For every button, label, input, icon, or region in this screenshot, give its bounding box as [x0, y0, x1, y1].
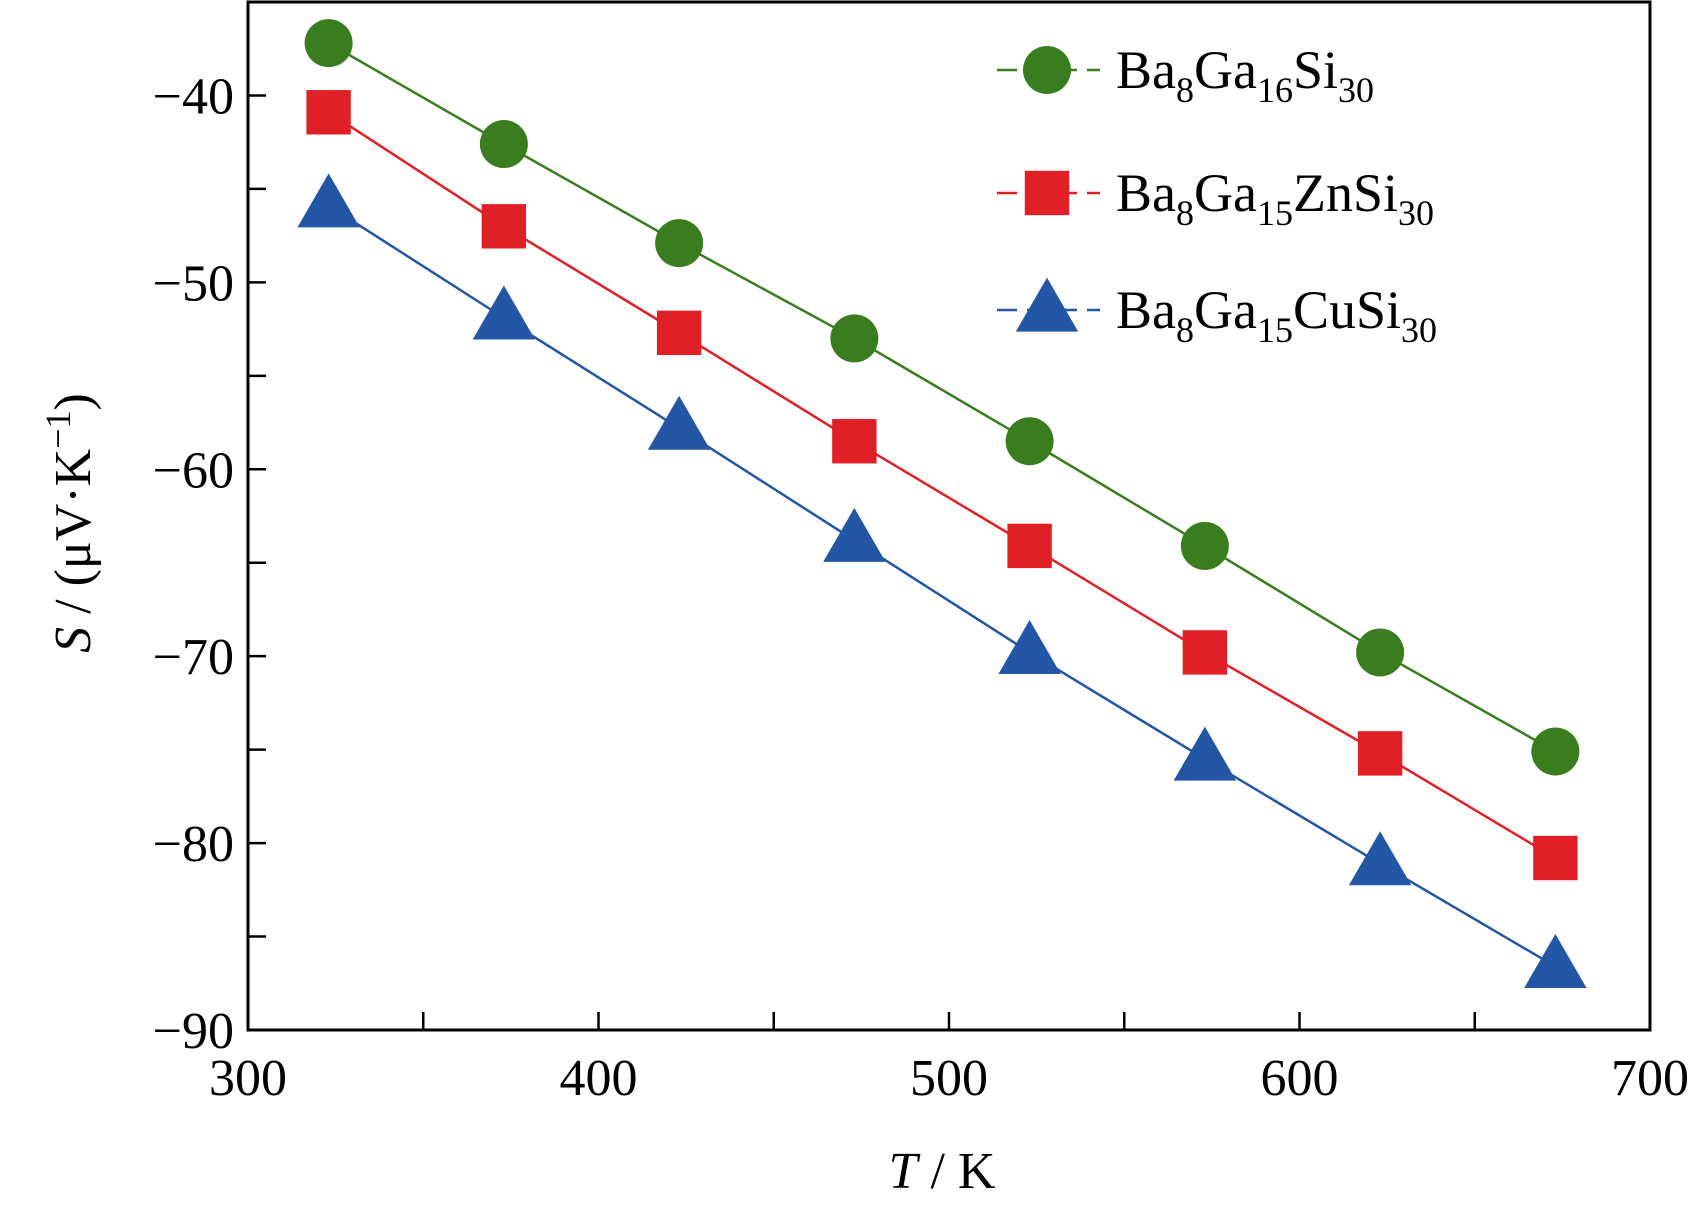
- data-point-circle: [1180, 521, 1229, 570]
- legend-item: Ba8Ga15ZnSi30: [997, 163, 1434, 233]
- legend-text-part: Ga: [1194, 280, 1257, 340]
- x-tick-label: 600: [1261, 1050, 1339, 1107]
- y-tick-label: −60: [153, 442, 234, 499]
- legend-text-part: Ga: [1194, 163, 1257, 223]
- legend-subscript: 30: [1338, 70, 1374, 110]
- x-axis-unit: / K: [917, 1143, 995, 1200]
- x-tick-label: 500: [910, 1050, 988, 1107]
- data-point-circle: [1005, 417, 1054, 466]
- data-point-square: [1007, 523, 1052, 569]
- data-point-triangle: [1524, 934, 1587, 989]
- y-tick-label: −80: [153, 816, 234, 873]
- y-tick-label: −90: [153, 1003, 234, 1060]
- legend-text-part: CuSi: [1293, 280, 1401, 340]
- y-axis-unit-close: ): [45, 393, 102, 410]
- legend-subscript: 8: [1176, 70, 1194, 110]
- y-axis-title: S / (μV·K−1): [38, 393, 102, 653]
- data-point-square: [1533, 835, 1578, 881]
- legend-text-part: Ba: [1116, 280, 1176, 340]
- data-point-square: [306, 90, 351, 135]
- legend-item: Ba8Ga15CuSi30: [997, 277, 1437, 350]
- legend-subscript: 8: [1176, 310, 1194, 350]
- legend-subscript: 30: [1398, 193, 1434, 233]
- y-tick-label: −50: [153, 255, 234, 312]
- data-point-triangle: [1173, 726, 1237, 781]
- data-point-circle: [655, 219, 704, 268]
- data-point-square: [656, 310, 702, 356]
- legend-subscript: 16: [1257, 70, 1293, 110]
- data-point-triangle: [297, 173, 360, 228]
- y-tick-label: −40: [153, 68, 234, 125]
- legend-marker-circle: [1023, 46, 1071, 94]
- legend-marker-square: [1024, 170, 1070, 216]
- data-point-triangle: [647, 395, 711, 450]
- data-point-circle: [830, 314, 879, 363]
- legend-item: Ba8Ga16Si30: [997, 40, 1374, 110]
- x-tick-label: 300: [209, 1050, 287, 1107]
- x-axis-title: T / K: [889, 1143, 996, 1200]
- data-point-square: [1357, 731, 1403, 776]
- axis-ticks: 300 400 500 600 700 −90 −80 −70 −60 −50 −40: [153, 0, 1689, 1107]
- legend-subscript: 8: [1176, 193, 1194, 233]
- legend-text-part: Si: [1293, 40, 1338, 100]
- y-axis-unit: / (μV·K: [45, 448, 102, 627]
- data-point-circle: [1356, 628, 1405, 677]
- plot-frame: [246, 0, 1652, 1032]
- data-point-triangle: [823, 507, 886, 562]
- series-line-1: [327, 42, 1556, 753]
- data-point-circle: [1531, 727, 1580, 776]
- y-axis-unit-exponent: −1: [38, 410, 78, 448]
- legend-text-part: ZnSi: [1293, 163, 1398, 223]
- data-point-triangle: [1348, 831, 1412, 886]
- legend-text-part: Ga: [1194, 40, 1257, 100]
- y-axis-symbol: S: [45, 627, 102, 653]
- x-axis-symbol: T: [889, 1143, 921, 1200]
- series-markers: [297, 19, 1587, 989]
- data-point-square: [1182, 630, 1228, 675]
- legend-label: Ba8Ga16Si30: [1116, 40, 1374, 110]
- legend-label: Ba8Ga15ZnSi30: [1116, 163, 1434, 233]
- legend-marker-triangle: [1015, 277, 1079, 332]
- y-tick-label: −70: [153, 629, 234, 686]
- data-point-circle: [479, 120, 528, 169]
- data-point-triangle: [998, 620, 1061, 675]
- series-line-2: [327, 111, 1557, 860]
- legend-subscript: 15: [1257, 310, 1293, 350]
- legend-subscript: 30: [1401, 310, 1437, 350]
- data-point-square: [832, 419, 877, 464]
- legend-text-part: Ba: [1116, 163, 1176, 223]
- x-tick-label: 400: [560, 1050, 638, 1107]
- plot-border: [246, 0, 1652, 1032]
- data-point-triangle: [472, 285, 536, 340]
- legend-text-part: Ba: [1116, 40, 1176, 100]
- x-tick-label: 700: [1611, 1050, 1689, 1107]
- legend-label: Ba8Ga15CuSi30: [1116, 280, 1437, 350]
- data-point-circle: [304, 19, 353, 68]
- legend-subscript: 15: [1257, 193, 1293, 233]
- data-point-square: [481, 204, 527, 249]
